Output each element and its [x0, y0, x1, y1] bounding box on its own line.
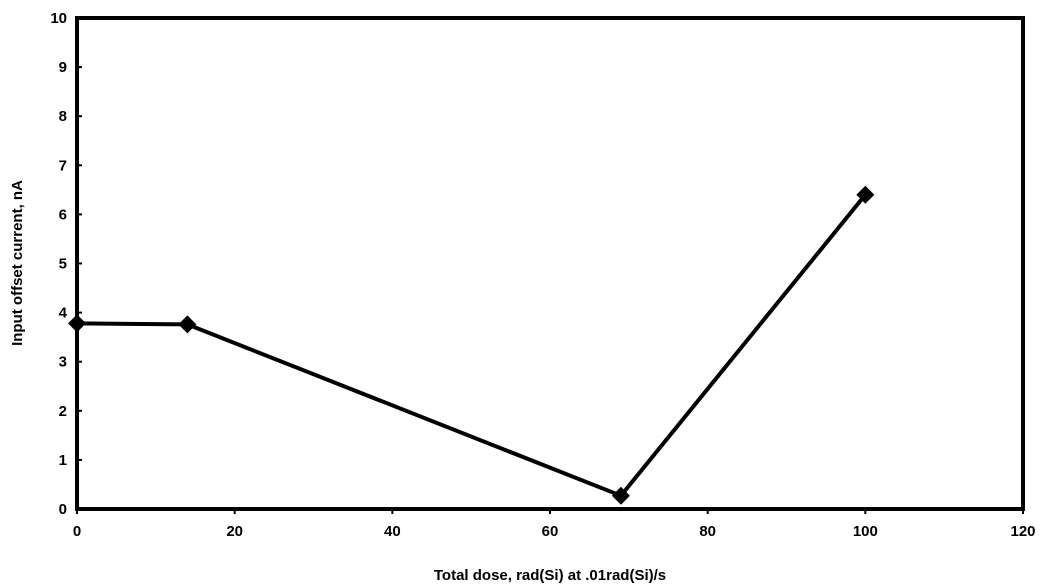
y-tick-label: 8	[59, 108, 67, 125]
x-tick-label: 120	[1010, 523, 1035, 540]
data-point-marker	[178, 315, 197, 334]
y-tick-label: 0	[59, 501, 67, 518]
x-axis-title: Total dose, rad(Si) at .01rad(Si)/s	[434, 567, 666, 584]
x-tick-label: 40	[384, 523, 401, 540]
y-tick-label: 3	[59, 354, 67, 371]
y-axis-ticks: 0 1 2 3 4 5 6 7 8 9 10	[50, 10, 82, 518]
series-group	[68, 185, 875, 505]
y-tick-label: 10	[50, 10, 67, 27]
series-line	[76, 193, 867, 498]
y-tick-label: 1	[59, 452, 67, 469]
x-tick-label: 100	[853, 523, 878, 540]
x-tick-label: 60	[542, 523, 559, 540]
data-point-marker	[68, 314, 86, 333]
plot-area-frame	[75, 16, 1025, 511]
y-tick-label: 9	[59, 59, 67, 76]
y-tick-label: 6	[59, 206, 67, 223]
x-tick-label: 20	[226, 523, 243, 540]
y-axis-title: Input offset current, nA	[9, 180, 26, 346]
x-axis-ticks: 0 20 40 60 80 100 120	[73, 509, 1036, 540]
x-tick-label: 80	[699, 523, 716, 540]
data-point-marker	[856, 185, 875, 204]
data-point-marker	[611, 486, 630, 505]
y-tick-label: 4	[59, 305, 68, 322]
y-tick-label: 7	[59, 157, 67, 174]
x-tick-label: 0	[73, 523, 81, 540]
y-tick-label: 5	[59, 256, 67, 273]
y-tick-label: 2	[59, 403, 67, 420]
